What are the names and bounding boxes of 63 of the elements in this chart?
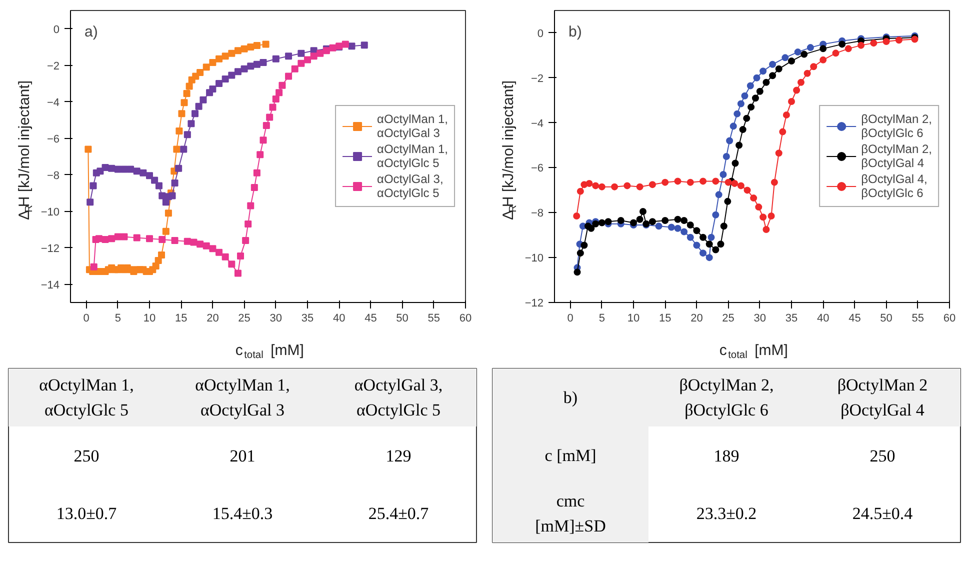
category-label: βOctylMan 2, βOctylGlc 6 — [679, 376, 774, 420]
text: 23.3±0.2 — [696, 504, 757, 523]
text: 250 — [870, 446, 896, 466]
x-tick-label: 25 — [722, 312, 734, 324]
y-tick-label: −14 — [40, 279, 60, 292]
annotation: b) — [568, 24, 582, 40]
x-tick-label: 55 — [912, 312, 924, 324]
x-tick-label: 45 — [364, 312, 377, 324]
legend-label: βOctylGal 4, βOctylGlc 6 — [861, 172, 928, 200]
annotation: a) — [84, 24, 98, 40]
y-tick-label: −4 — [46, 96, 60, 109]
y-tick-label: −6 — [46, 133, 60, 146]
y-tick-label: −10 — [524, 252, 544, 265]
y-tick-label: −10 — [40, 206, 60, 218]
text: 129 — [386, 446, 412, 466]
x-tick-label: 40 — [332, 312, 346, 324]
x-tick-label: 10 — [627, 312, 640, 324]
x-tick-label: 15 — [658, 312, 672, 324]
x-tick-label: 60 — [459, 312, 472, 324]
y-tick-label: −6 — [530, 162, 544, 175]
text: 15.4±0.3 — [212, 504, 273, 523]
category-label: αOctylGal 3, αOctylGlc 5 — [354, 376, 443, 420]
y-tick-label: −4 — [530, 118, 544, 130]
text: 13.0±0.7 — [56, 504, 117, 523]
x-tick-label: 10 — [143, 312, 156, 324]
x-tick-label: 25 — [238, 312, 250, 324]
x-tick-label: 20 — [206, 312, 219, 324]
text: 189 — [714, 446, 740, 466]
x-tick-label: 35 — [785, 312, 798, 324]
y-tick-label: −2 — [530, 72, 544, 85]
text: 201 — [230, 446, 256, 466]
category-label: c [mM] — [544, 446, 596, 465]
x-tick-label: 0 — [567, 312, 574, 324]
x-tick-label: 15 — [174, 312, 188, 324]
x-tick-label: 30 — [754, 312, 766, 324]
category-label: αOctylMan 1, αOctylGlc 5 — [39, 376, 134, 420]
y-tick-label: 0 — [537, 28, 544, 40]
x-tick-label: 35 — [301, 312, 314, 324]
text: b) — [563, 388, 578, 407]
x-tick-label: 30 — [270, 312, 282, 324]
category-label: αOctylMan 1, αOctylGal 3 — [195, 376, 290, 420]
y-tick-label: −8 — [530, 208, 544, 220]
legend-label: αOctylGal 3, αOctylGlc 5 — [377, 172, 444, 200]
text: 250 — [74, 446, 100, 466]
category-label: βOctylMan 2 βOctylGal 4 — [837, 376, 928, 420]
y-tick-label: 0 — [53, 24, 60, 36]
x-tick-label: 60 — [943, 312, 956, 324]
y-tick-label: −12 — [40, 242, 60, 255]
category-label: cmc [mM]±SD — [535, 492, 606, 536]
x-tick-label: 40 — [816, 312, 830, 324]
x-tick-label: 50 — [880, 312, 892, 324]
x-tick-label: 55 — [428, 312, 440, 324]
x-tick-label: 20 — [690, 312, 703, 324]
y-tick-label: −12 — [524, 298, 544, 310]
x-tick-label: 5 — [114, 312, 121, 324]
text: 25.4±0.7 — [368, 504, 429, 523]
x-tick-label: 45 — [848, 312, 861, 324]
x-tick-label: 5 — [598, 312, 605, 324]
x-tick-label: 0 — [83, 312, 90, 324]
text: 24.5±0.4 — [852, 504, 913, 523]
x-tick-label: 50 — [396, 312, 408, 324]
y-tick-label: −8 — [46, 170, 60, 182]
y-tick-label: −2 — [46, 60, 60, 72]
